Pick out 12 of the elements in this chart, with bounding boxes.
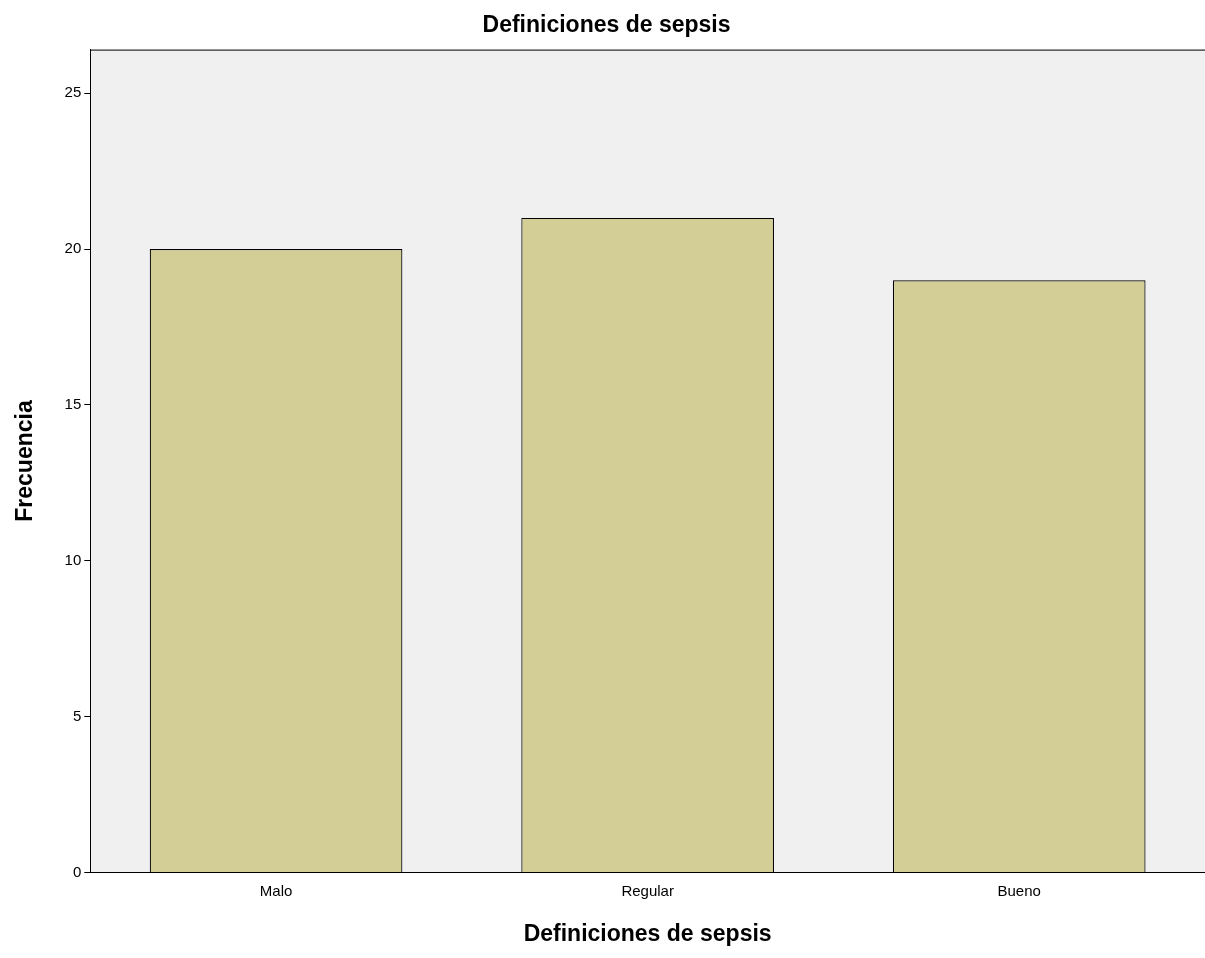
y-tick-label: 25 [64,83,82,101]
y-tick-label: 0 [72,862,82,880]
y-tick-label: 5 [72,706,82,724]
y-tick-label: 15 [64,395,82,413]
x-axis-title: Definiciones de sepsis [523,919,772,946]
y-tick-label: 20 [64,239,82,257]
chart-title: Definiciones de sepsis [482,11,731,38]
y-tick-label: 10 [64,550,82,568]
y-axis-title: Frecuencia [11,400,38,522]
x-tick-label: Malo [259,881,293,899]
x-tick-label: Bueno [997,881,1041,899]
x-tick-label: Regular [621,881,674,899]
